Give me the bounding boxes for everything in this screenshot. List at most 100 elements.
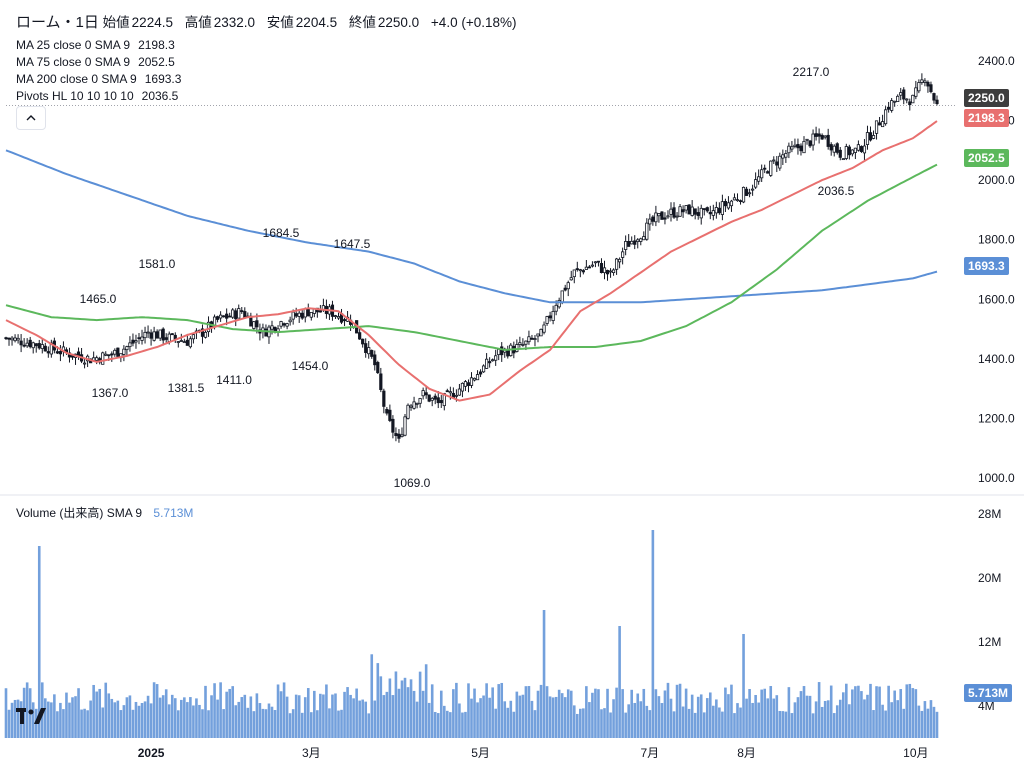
volume-bar <box>385 691 389 738</box>
volume-bars <box>4 530 939 738</box>
candle-body <box>279 321 283 327</box>
ma75-legend[interactable]: MA 75 close 0 SMA 9 2052.5 <box>16 54 175 70</box>
volume-bar <box>243 694 247 738</box>
candle-body <box>666 215 670 218</box>
volume-bar <box>388 678 392 738</box>
volume-bar <box>186 702 189 738</box>
candle-body <box>729 200 734 207</box>
candle-body <box>122 348 126 355</box>
candle-body <box>732 197 737 201</box>
candle-body <box>566 282 570 290</box>
candle-body <box>412 401 416 409</box>
volume-bar <box>727 694 730 738</box>
candle-body <box>835 143 839 153</box>
pivots-label: Pivots HL 10 10 10 10 <box>16 89 134 103</box>
candle-body <box>125 346 129 351</box>
volume-bar <box>473 688 476 738</box>
volume-legend[interactable]: Volume (出来高) SMA 9 5.713M <box>16 504 193 521</box>
collapse-legend-button[interactable] <box>16 106 46 130</box>
candle-body <box>469 377 474 386</box>
volume-bar <box>820 706 824 738</box>
candle-body <box>911 94 915 104</box>
volume-bar <box>554 696 558 738</box>
candle-body <box>494 355 498 361</box>
volume-bar <box>545 686 549 738</box>
candle-body <box>228 315 232 318</box>
candle-body <box>16 337 20 341</box>
volume-bar <box>769 686 773 738</box>
volume-bar <box>693 712 697 738</box>
volume-bar <box>497 684 501 738</box>
volume-bar <box>37 546 41 738</box>
volume-bar <box>158 697 162 738</box>
volume-bar <box>548 696 552 738</box>
volume-bar <box>167 704 171 738</box>
high-label: 高値 <box>184 15 212 30</box>
volume-bar <box>591 692 594 738</box>
volume-tick-label: 4M <box>978 699 995 713</box>
candle-body <box>149 332 153 339</box>
volume-value: 5.713M <box>153 506 194 520</box>
candle-body <box>590 264 595 267</box>
candle-body <box>657 213 661 217</box>
candle-body <box>282 323 286 326</box>
volume-bar <box>536 690 540 738</box>
candle-body <box>669 208 673 215</box>
volume-bar <box>666 682 670 738</box>
volume-bar <box>273 710 277 738</box>
volume-bar <box>77 688 80 738</box>
candle-body <box>581 270 585 273</box>
candle-body <box>747 192 752 195</box>
volume-bar <box>276 684 280 738</box>
candle-body <box>890 100 894 111</box>
candle-body <box>714 207 718 214</box>
candle-body <box>31 342 35 349</box>
pivot-label: 1367.0 <box>92 386 129 400</box>
volume-bar <box>627 704 630 738</box>
ma25-legend[interactable]: MA 25 close 0 SMA 9 2198.3 <box>16 37 175 53</box>
volume-bar <box>116 700 120 738</box>
candle-body <box>651 216 655 222</box>
candle-body <box>222 315 226 318</box>
candle-body <box>294 313 298 317</box>
volume-bar <box>358 700 361 738</box>
volume-bar <box>772 698 776 738</box>
volume-bar <box>288 713 292 738</box>
candle-body <box>599 262 604 273</box>
volume-bar <box>582 708 585 738</box>
volume-bar <box>53 694 56 738</box>
candle-body <box>418 398 422 404</box>
price-tick-label: 2400.0 <box>978 54 1015 68</box>
candle-body <box>932 93 936 101</box>
ma25-value: 2198.3 <box>138 38 175 52</box>
ma200-legend[interactable]: MA 200 close 0 SMA 9 1693.3 <box>16 71 181 87</box>
volume-bar <box>400 680 404 738</box>
volume-bar <box>152 682 156 738</box>
pivots-legend[interactable]: Pivots HL 10 10 10 10 2036.5 <box>16 88 178 104</box>
volume-bar <box>104 682 108 738</box>
candle-body <box>215 316 220 320</box>
volume-bar <box>869 683 872 738</box>
candle-body <box>421 390 425 397</box>
pivots-value: 2036.5 <box>141 89 179 103</box>
candle-body <box>593 261 598 264</box>
ma25-price-tag: 2198.3 <box>964 109 1009 127</box>
candle-body <box>618 258 622 263</box>
volume-bar <box>757 702 760 738</box>
candle-body <box>868 132 873 141</box>
volume-bar <box>866 694 869 738</box>
candle-body <box>614 258 619 270</box>
candle-body <box>681 209 685 213</box>
volume-bar <box>282 682 286 738</box>
candle-body <box>874 120 879 134</box>
volume-bar <box>328 708 331 738</box>
candle-body <box>270 325 274 330</box>
candle-body <box>152 331 156 341</box>
candle-body <box>107 354 111 357</box>
candle-body <box>25 342 29 347</box>
candle-body <box>551 311 555 321</box>
candle-body <box>880 121 885 128</box>
volume-bar <box>724 687 727 738</box>
volume-bar <box>811 713 815 738</box>
volume-bar <box>808 695 812 738</box>
